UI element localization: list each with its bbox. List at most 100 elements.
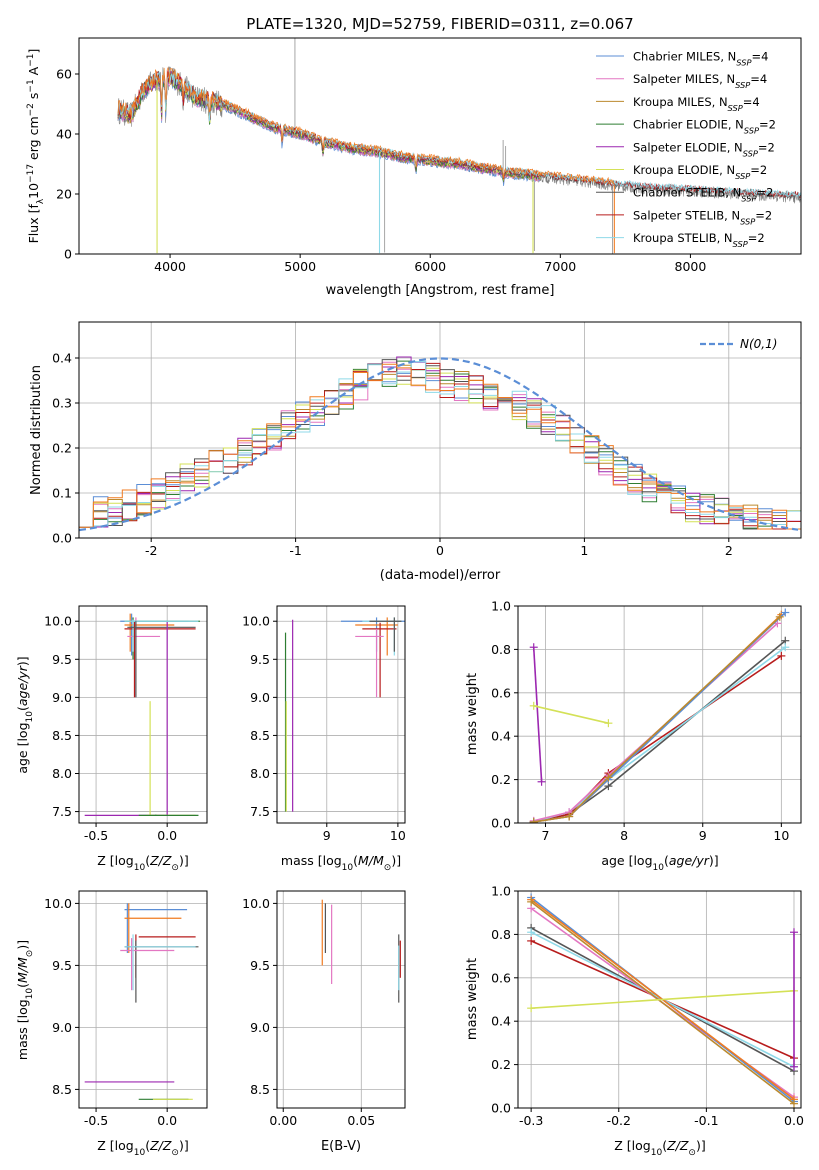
label-part: SSP [735, 80, 750, 90]
mass-weight-line-1 [533, 655, 782, 823]
label-part: Flux [f [26, 204, 41, 244]
y-tick-label: 9.5 [250, 958, 270, 973]
panel-mass_vs_Z: -0.5 0.08.59.09.510.0Z [log10(Z/Z⊙)]mass … [15, 890, 208, 1158]
x-axis-label: Z [log10(Z/Z⊙)] [97, 1138, 188, 1158]
y-tick-label: 9.5 [52, 958, 72, 973]
legend-label: Chabrier MILES, NSSP=4 [633, 50, 768, 68]
y-tick-label: 1.0 [491, 884, 511, 899]
y-tick-label: 9.0 [250, 1020, 270, 1035]
y-tick-label: 7.5 [250, 804, 270, 819]
y-tick-label: 8.5 [250, 728, 270, 743]
gaussian-reference-curve [79, 357, 799, 532]
x-tick-label: 0 [436, 543, 444, 558]
x-axis-label: age [log10(age/yr)] [601, 853, 718, 873]
legend-label: Kroupa STELIB, NSSP=2 [633, 231, 765, 249]
label-part: Z/Z [666, 1138, 689, 1153]
panel-spectrum: 4000 5000 6000 7000 8000 0 20 40 60 wavelength [A… [26, 37, 802, 298]
x-tick-label: 4000 [154, 259, 186, 274]
plot-area [529, 608, 790, 823]
label-part: 10 [25, 711, 35, 723]
y-axis-label: mass weight [465, 958, 480, 1040]
legend-label: Salpeter STELIB, NSSP=2 [633, 208, 772, 226]
label-part: −1 [26, 79, 36, 92]
x-tick-label: -0.5 [84, 1113, 108, 1128]
mass-weight-line-7 [532, 647, 543, 782]
y-tick-label: 0 [64, 247, 72, 262]
mass-weight-line-6 [533, 616, 781, 823]
label-part: ( [145, 1138, 150, 1153]
label-part: Z [log [97, 1138, 133, 1153]
plot-area [321, 899, 401, 1003]
y-axis-label: Flux [fλ10−17 erg cm−2 s−1 A−1] [26, 49, 46, 244]
plot-area [79, 356, 801, 532]
x-tick-label: 10 [773, 828, 789, 843]
label-part: ] [26, 49, 41, 54]
label-part: ( [662, 1138, 667, 1153]
x-axis-label: mass [log10(M/M⊙)] [281, 853, 401, 873]
x-tick-label: 7000 [544, 259, 576, 274]
legend-label: Chabrier ELODIE, NSSP=2 [633, 118, 776, 136]
plot-area [527, 893, 798, 1108]
y-tick-label: 10.0 [242, 896, 270, 911]
label-part: Z/Z [149, 853, 172, 868]
x-tick-label: 5000 [284, 259, 316, 274]
x-tick-label: 9 [323, 828, 331, 843]
x-axis-label: wavelength [Angstrom, rest frame] [326, 283, 555, 298]
y-axis-label: mass [log10(M/M⊙)] [15, 940, 35, 1060]
x-tick-label: -0.3 [519, 1113, 543, 1128]
label-part: 10 [26, 183, 41, 199]
label-part: Z [log [614, 1138, 650, 1153]
label-part: Salpeter MILES, N [633, 72, 735, 86]
x-tick-label: -0.2 [607, 1113, 631, 1128]
label-part: SSP [743, 148, 758, 158]
label-part: )] [179, 853, 189, 868]
model-spectrum-chabrier_stelib [117, 70, 801, 200]
y-axis-label: mass weight [465, 673, 480, 755]
label-part: =2 [750, 163, 767, 177]
plot-area [117, 38, 801, 254]
x-tick-label: 0.05 [347, 1113, 375, 1128]
x-tick-label: -0.5 [84, 828, 108, 843]
label-part: A [26, 66, 41, 79]
figure-title: PLATE=1320, MJD=52759, FIBERID=0311, z=0… [246, 15, 633, 33]
label-part: Kroupa STELIB, N [633, 231, 733, 245]
label-part: M/M [15, 957, 30, 983]
label-part: 10 [25, 988, 35, 1000]
legend-label: Salpeter ELODIE, NSSP=2 [633, 140, 775, 158]
model-spectrum-kroupa_stelib [117, 69, 801, 198]
x-axis-label: Z [log10(Z/Z⊙)] [614, 1138, 705, 1158]
label-part: ( [15, 706, 30, 711]
panel-mass_weight_vs_Z: -0.3 -0.2 -0.1 0.0 0.0 0.2 0.4 0.6 0.8 1.0 Z [log1… [465, 884, 804, 1159]
label-part: ( [145, 853, 150, 868]
x-tick-label: 8000 [675, 259, 707, 274]
label-part: 10 [651, 1148, 663, 1158]
label-part: SSP [744, 126, 759, 136]
y-tick-label: 0.8 [491, 642, 511, 657]
label-part: Z [log [97, 853, 133, 868]
label-part: Salpeter STELIB, N [633, 208, 740, 222]
label-part: Chabrier ELODIE, N [633, 118, 744, 132]
y-tick-label: 8.5 [250, 1082, 270, 1097]
label-part: SSP [728, 103, 743, 113]
observed-spectrum-line [117, 66, 801, 204]
axes-frame [78, 321, 802, 539]
panel-mass_vs_ebv: 0.00 0.05 8.5 9.0 9.5 10.0 E(B-V) [242, 890, 406, 1154]
mass-weight-line-6 [530, 901, 795, 1105]
y-tick-label: 8.5 [52, 728, 72, 743]
label-part: ⊙ [171, 1148, 179, 1158]
x-tick-label: 7 [542, 828, 550, 843]
label-part: )] [15, 940, 30, 950]
label-part: ⊙ [25, 950, 35, 958]
y-tick-label: 1.0 [491, 599, 511, 614]
label-part: SSP [741, 194, 756, 204]
label-part: 10 [342, 863, 354, 873]
x-tick-label: -1 [289, 543, 301, 558]
y-tick-label: 0.6 [491, 970, 511, 985]
y-tick-label: 10.0 [242, 614, 270, 629]
axes-frame [78, 890, 208, 1109]
x-tick-label: 1 [580, 543, 588, 558]
label-part: SSP [735, 171, 750, 181]
plot-area [284, 617, 405, 812]
panel-age_vs_Z: -0.5 0.07.58.08.59.09.510.0Z [log10(Z/Z⊙)… [15, 605, 208, 873]
